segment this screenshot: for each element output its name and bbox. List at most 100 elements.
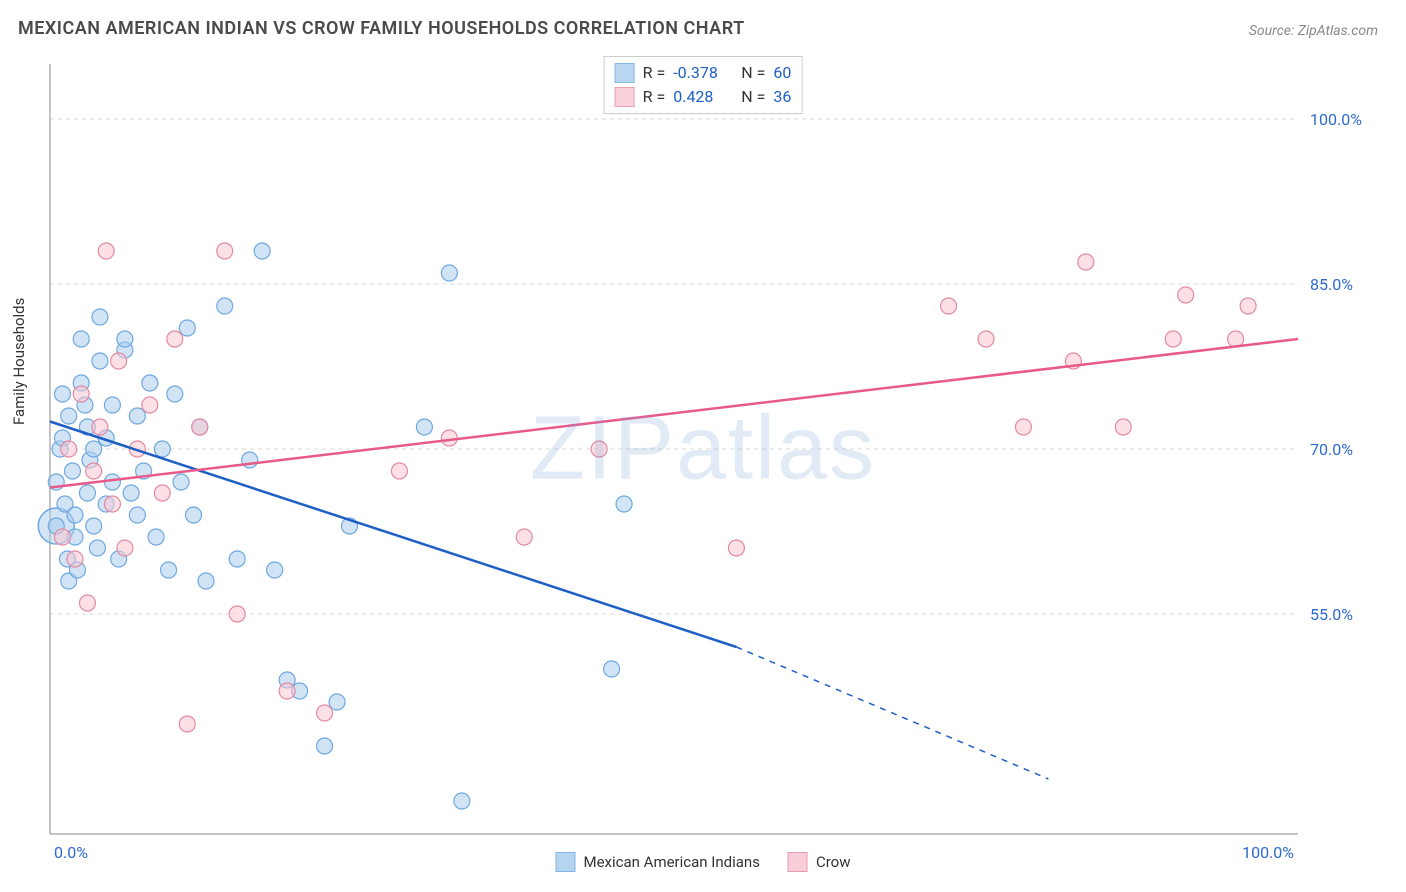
data-point <box>86 441 102 457</box>
data-point <box>79 485 95 501</box>
legend-r-value: 0.428 <box>673 85 733 109</box>
legend-r-label: R = <box>643 85 666 109</box>
data-point <box>73 386 89 402</box>
legend-r-label: R = <box>643 61 666 85</box>
data-point <box>89 540 105 556</box>
legend-series-label: Crow <box>816 853 851 871</box>
data-point <box>329 694 345 710</box>
data-point <box>67 507 83 523</box>
legend-series: Mexican American Indians Crow <box>556 852 851 872</box>
chart-header: MEXICAN AMERICAN INDIAN VS CROW FAMILY H… <box>0 0 1406 47</box>
data-point <box>111 353 127 369</box>
data-point <box>67 551 83 567</box>
data-point <box>317 705 333 721</box>
data-point <box>217 298 233 314</box>
data-point <box>179 716 195 732</box>
data-point <box>1115 419 1131 435</box>
data-point <box>192 419 208 435</box>
data-point <box>217 243 233 259</box>
legend-swatch <box>615 63 635 83</box>
data-point <box>229 606 245 622</box>
chart-title: MEXICAN AMERICAN INDIAN VS CROW FAMILY H… <box>18 18 745 39</box>
legend-swatch <box>615 87 635 107</box>
trend-line <box>50 339 1298 488</box>
data-point <box>1078 254 1094 270</box>
data-point <box>129 507 145 523</box>
data-point <box>1178 287 1194 303</box>
data-point <box>86 518 102 534</box>
scatter-chart: 55.0% 70.0% 85.0% 100.0% 0.0% 100.0% <box>18 56 1388 874</box>
data-point <box>154 485 170 501</box>
data-point <box>1165 331 1181 347</box>
chart-source: Source: ZipAtlas.com <box>1249 23 1378 39</box>
data-point <box>1240 298 1256 314</box>
data-point <box>616 496 632 512</box>
legend-stats-row: R = -0.378 N = 60 <box>615 61 792 85</box>
data-point <box>129 408 145 424</box>
legend-r-value: -0.378 <box>673 61 733 85</box>
data-point <box>154 441 170 457</box>
data-point <box>441 265 457 281</box>
legend-n-value: 60 <box>773 61 791 85</box>
data-point <box>64 463 80 479</box>
data-point <box>941 298 957 314</box>
data-point <box>441 430 457 446</box>
y-tick-label: 55.0% <box>1310 605 1353 624</box>
data-point <box>73 331 89 347</box>
source-label: Source: <box>1249 23 1294 39</box>
data-point <box>179 320 195 336</box>
legend-series-label: Mexican American Indians <box>584 853 760 871</box>
chart-container: Family Households ZIPatlas 55.0%70.0%85.… <box>18 56 1388 874</box>
data-point <box>1015 419 1031 435</box>
data-point <box>117 540 133 556</box>
data-point <box>142 397 158 413</box>
data-point <box>142 375 158 391</box>
data-point <box>591 441 607 457</box>
data-point <box>516 529 532 545</box>
data-point <box>123 485 139 501</box>
data-point <box>61 408 77 424</box>
data-point <box>54 529 70 545</box>
data-point <box>454 793 470 809</box>
data-point <box>267 562 283 578</box>
trend-line-extrapolated <box>736 647 1048 779</box>
data-point <box>92 419 108 435</box>
data-point <box>117 331 133 347</box>
data-point <box>391 463 407 479</box>
legend-n-label: N = <box>741 85 765 109</box>
data-point <box>161 562 177 578</box>
data-point <box>198 573 214 589</box>
data-point <box>416 419 432 435</box>
legend-stats-row: R = 0.428 N = 36 <box>615 85 792 109</box>
data-point <box>604 661 620 677</box>
data-point <box>167 386 183 402</box>
y-tick-label: 70.0% <box>1310 440 1353 459</box>
data-point <box>61 441 77 457</box>
data-point <box>54 386 70 402</box>
legend-series-item: Crow <box>788 852 851 872</box>
legend-swatch <box>788 852 808 872</box>
data-point <box>229 551 245 567</box>
data-point <box>279 683 295 699</box>
data-point <box>104 397 120 413</box>
y-tick-label: 85.0% <box>1310 275 1353 294</box>
data-point <box>92 353 108 369</box>
legend-swatch <box>556 852 576 872</box>
legend-series-item: Mexican American Indians <box>556 852 760 872</box>
data-point <box>254 243 270 259</box>
data-point <box>173 474 189 490</box>
data-point <box>317 738 333 754</box>
data-point <box>86 463 102 479</box>
legend-n-value: 36 <box>773 85 791 109</box>
data-point <box>978 331 994 347</box>
data-point <box>98 243 114 259</box>
data-point <box>148 529 164 545</box>
data-point <box>104 496 120 512</box>
source-value: ZipAtlas.com <box>1298 23 1378 39</box>
legend-n-label: N = <box>741 61 765 85</box>
x-tick-label: 0.0% <box>54 843 88 862</box>
data-point <box>92 309 108 325</box>
y-tick-label: 100.0% <box>1310 110 1362 129</box>
data-point <box>728 540 744 556</box>
x-tick-label: 100.0% <box>1242 843 1294 862</box>
